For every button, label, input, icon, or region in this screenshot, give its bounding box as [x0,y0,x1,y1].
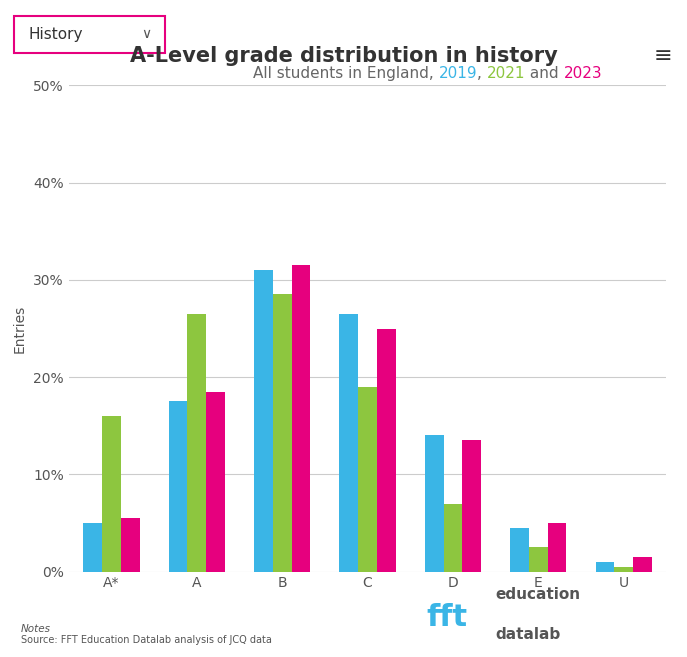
Bar [168,401,188,572]
Text: All students in England,: All students in England, [253,66,438,81]
Bar [444,503,462,572]
Bar [102,416,121,572]
Bar [121,518,139,572]
Bar [339,314,358,572]
Text: ∨: ∨ [142,28,152,41]
Bar [633,557,652,572]
Y-axis label: Entries: Entries [12,304,26,353]
Text: Notes: Notes [21,624,51,634]
Text: and: and [526,66,564,81]
Bar [614,567,633,572]
Bar [206,392,225,572]
Bar [83,523,102,572]
Bar [291,265,311,572]
Text: Source: FFT Education Datalab analysis of JCQ data: Source: FFT Education Datalab analysis o… [21,635,271,645]
Bar [596,562,614,572]
Text: ≡: ≡ [653,46,673,66]
Bar [529,547,548,572]
Bar [510,528,529,572]
Text: education: education [495,587,581,602]
Text: A-Level grade distribution in history: A-Level grade distribution in history [130,46,557,66]
Bar [377,328,396,572]
Text: 2023: 2023 [564,66,602,81]
Bar [188,314,206,572]
Bar [548,523,567,572]
Bar [425,436,444,572]
Bar [254,270,273,572]
Text: fft: fft [426,603,467,632]
Text: 2021: 2021 [487,66,526,81]
Text: 2019: 2019 [438,66,477,81]
Text: ,: , [477,66,487,81]
Text: datalab: datalab [495,627,561,641]
Bar [273,294,291,572]
Text: History: History [29,27,83,42]
Bar [358,387,377,572]
FancyBboxPatch shape [14,16,165,53]
Bar [462,440,481,572]
